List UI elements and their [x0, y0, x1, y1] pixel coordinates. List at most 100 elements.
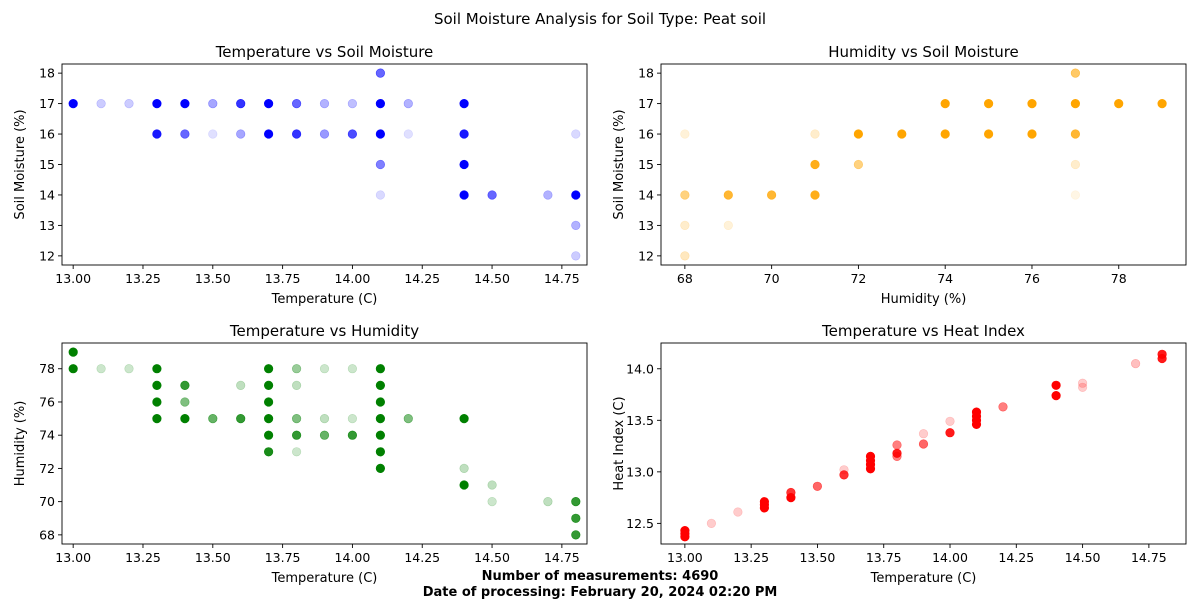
data-point [236, 380, 246, 391]
data-point [680, 190, 690, 200]
y-tick-label: 13 [638, 218, 654, 233]
y-axis-label: Soil Moisture (%) [13, 109, 28, 219]
data-point [571, 497, 581, 507]
x-tick-label: 74 [937, 271, 953, 286]
data-point [571, 513, 581, 523]
data-point [945, 428, 955, 438]
data-point [1070, 98, 1080, 109]
y-tick-label: 18 [39, 66, 55, 81]
x-tick-label: 13.50 [195, 271, 231, 286]
y-tick-label: 12 [638, 248, 654, 263]
chart-title: Temperature vs Heat Index [821, 322, 1025, 340]
data-point [839, 470, 849, 480]
data-point [971, 407, 982, 417]
y-tick-label: 13.0 [626, 464, 654, 479]
data-point [96, 98, 106, 109]
data-point [459, 414, 469, 424]
x-axis-label: Temperature (C) [271, 292, 378, 307]
data-point [152, 129, 162, 139]
data-point [733, 507, 743, 517]
data-point [375, 463, 386, 474]
x-axis-label: Temperature (C) [870, 571, 977, 586]
data-point [236, 129, 246, 139]
data-point [680, 220, 690, 230]
x-axis-label: Humidity (%) [881, 292, 967, 307]
data-point [892, 440, 902, 450]
data-point [292, 447, 302, 457]
data-point [292, 430, 302, 440]
data-point [319, 430, 330, 440]
data-point [1077, 378, 1088, 388]
data-point [812, 481, 823, 491]
x-tick-label: 13.25 [125, 550, 161, 565]
data-point [810, 190, 820, 200]
y-tick-label: 15 [638, 157, 654, 172]
data-point [766, 190, 777, 200]
data-point [940, 129, 950, 139]
data-point [319, 364, 330, 374]
data-point [723, 220, 733, 230]
data-point [459, 480, 469, 490]
data-point [865, 451, 876, 462]
chart-2-points [680, 68, 1167, 261]
data-point [152, 414, 162, 424]
y-tick-label: 16 [39, 127, 55, 142]
x-tick-label: 13.50 [195, 550, 231, 565]
chart-3: 13.00 13.25 13.50 13.75 14.00 14.25 14.50 14.75… [13, 322, 588, 586]
data-point [375, 159, 386, 170]
data-point [853, 159, 864, 170]
chart-title: Temperature vs Humidity [229, 322, 419, 340]
charts-area: 13.00 13.25 13.50 13.75 14.00 14.25 14.50 14.75… [13, 43, 1187, 586]
data-point [459, 159, 469, 170]
x-tick-label: 13.50 [800, 550, 836, 565]
data-point [403, 129, 413, 139]
data-point [375, 364, 386, 374]
chart-2: 68 70 72 74 76 78 12 13 14 15 16 17 18 Humidity vs So… [612, 43, 1187, 307]
data-point [180, 129, 190, 139]
data-point [264, 430, 274, 440]
data-point [180, 98, 190, 109]
y-tick-label: 14.0 [626, 361, 654, 376]
y-tick-label: 15 [39, 157, 55, 172]
data-point [680, 525, 690, 536]
data-point [124, 98, 134, 109]
data-point [680, 129, 690, 139]
data-point [706, 518, 717, 529]
data-point [236, 414, 246, 424]
data-point [152, 380, 162, 391]
y-tick-label: 16 [638, 127, 654, 142]
chart-title: Humidity vs Soil Moisture [828, 43, 1019, 61]
data-point [918, 439, 929, 449]
data-point [810, 129, 820, 139]
data-point [1114, 98, 1124, 109]
data-point [68, 347, 78, 357]
y-tick-label: 74 [39, 428, 55, 443]
data-point [1070, 159, 1080, 170]
y-tick-label: 14 [39, 187, 55, 202]
data-point [347, 430, 358, 440]
data-point [264, 364, 274, 374]
x-tick-label: 13.75 [265, 550, 301, 565]
data-point [68, 98, 78, 109]
x-tick-label: 14.25 [404, 550, 440, 565]
data-point [292, 414, 302, 424]
data-point [208, 129, 218, 139]
y-axis-label: Humidity (%) [13, 401, 28, 487]
data-point [319, 129, 330, 139]
data-point [459, 463, 469, 474]
measurement-count: Number of measurements: 4690 [482, 569, 719, 584]
processing-date: Date of processing: February 20, 2024 02… [423, 585, 778, 600]
data-point [264, 129, 274, 139]
chart-title: Temperature vs Soil Moisture [215, 43, 434, 61]
data-point [375, 414, 386, 424]
data-point [68, 364, 78, 374]
x-tick-label: 13.75 [265, 271, 301, 286]
y-tick-label: 70 [39, 494, 55, 509]
data-point [1070, 129, 1080, 139]
chart-3-points [68, 347, 581, 540]
data-point [375, 190, 386, 200]
chart-1: 13.00 13.25 13.50 13.75 14.00 14.25 14.50 14.75… [13, 43, 588, 307]
data-point [292, 129, 302, 139]
data-point [1070, 68, 1080, 78]
